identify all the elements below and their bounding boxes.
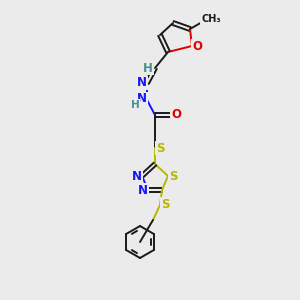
Text: N: N — [132, 169, 142, 182]
Text: S: S — [161, 197, 169, 211]
Text: H: H — [143, 61, 153, 74]
Text: S: S — [169, 169, 177, 182]
Text: N: N — [137, 92, 147, 106]
Text: H: H — [130, 100, 140, 110]
Text: N: N — [137, 76, 147, 89]
Text: O: O — [171, 109, 181, 122]
Text: CH₃: CH₃ — [201, 14, 221, 24]
Text: N: N — [138, 184, 148, 196]
Text: O: O — [192, 40, 202, 52]
Text: S: S — [156, 142, 164, 154]
